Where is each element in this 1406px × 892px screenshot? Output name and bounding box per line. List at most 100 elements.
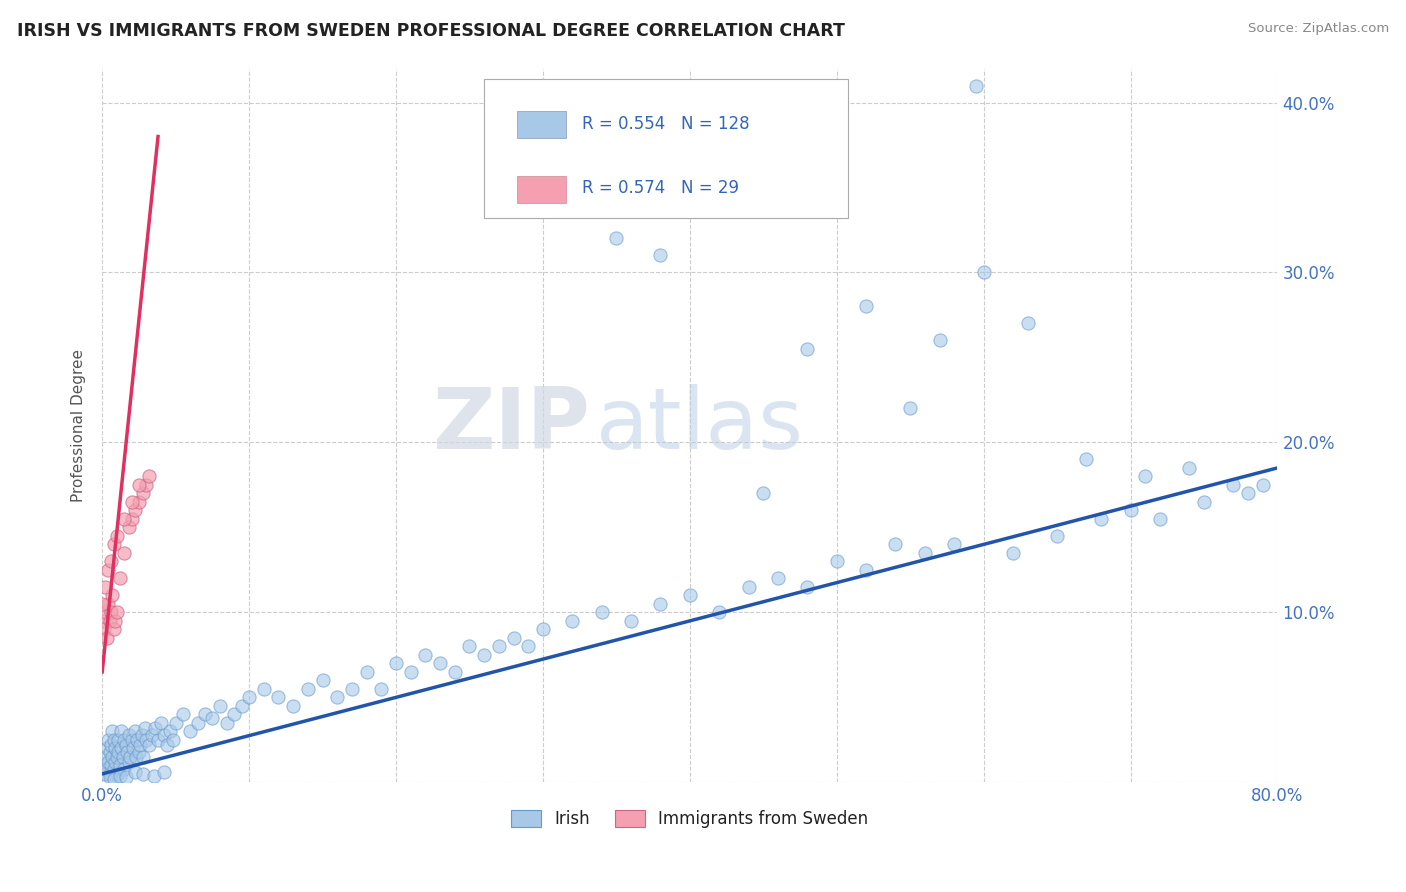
Point: [132, 486, 155, 500]
Point: [297, 681, 319, 696]
Point: [650, 597, 672, 611]
Point: [399, 665, 422, 679]
Point: [679, 588, 702, 602]
Point: [194, 707, 217, 722]
Point: [162, 732, 184, 747]
Y-axis label: Professional Degree: Professional Degree: [72, 349, 86, 502]
Point: [146, 732, 169, 747]
Bar: [517, 112, 567, 138]
Point: [709, 180, 731, 194]
Point: [97, 732, 120, 747]
Point: [172, 707, 194, 722]
Point: [165, 715, 187, 730]
Point: [143, 721, 166, 735]
Point: [120, 749, 142, 764]
Point: [128, 495, 150, 509]
Point: [1090, 512, 1112, 526]
Point: [107, 745, 129, 759]
Bar: [517, 176, 567, 202]
Point: [110, 724, 132, 739]
Point: [914, 546, 936, 560]
Point: [96, 631, 118, 645]
Point: [101, 749, 124, 764]
Point: [103, 623, 125, 637]
Text: ZIP: ZIP: [432, 384, 591, 467]
Point: [107, 732, 129, 747]
Point: [385, 657, 408, 671]
Point: [238, 690, 260, 705]
Text: R = 0.574   N = 29: R = 0.574 N = 29: [582, 179, 738, 197]
Point: [134, 721, 156, 735]
Text: Source: ZipAtlas.com: Source: ZipAtlas.com: [1249, 22, 1389, 36]
Point: [179, 724, 201, 739]
Point: [267, 690, 290, 705]
Point: [128, 478, 150, 492]
Point: [1222, 478, 1244, 492]
Point: [98, 614, 121, 628]
Point: [326, 690, 349, 705]
Point: [340, 681, 363, 696]
Point: [135, 732, 157, 747]
Point: [1192, 495, 1215, 509]
Point: [855, 300, 877, 314]
Point: [94, 606, 117, 620]
Point: [1001, 546, 1024, 560]
Point: [965, 78, 987, 93]
Point: [443, 665, 465, 679]
Point: [231, 698, 253, 713]
Point: [855, 563, 877, 577]
Point: [1178, 461, 1201, 475]
Point: [488, 640, 510, 654]
Point: [253, 681, 276, 696]
Point: [132, 767, 155, 781]
Point: [91, 614, 114, 628]
Point: [796, 580, 818, 594]
Point: [100, 554, 122, 568]
Point: [605, 231, 627, 245]
Point: [100, 606, 122, 620]
Point: [104, 755, 127, 769]
Point: [141, 728, 163, 742]
Point: [737, 580, 759, 594]
Point: [517, 640, 540, 654]
Point: [97, 563, 120, 577]
Point: [561, 614, 583, 628]
Point: [415, 648, 437, 662]
Point: [115, 745, 138, 759]
Point: [91, 597, 114, 611]
Point: [127, 732, 149, 747]
Point: [108, 571, 131, 585]
Point: [283, 698, 305, 713]
Point: [187, 715, 209, 730]
Point: [104, 614, 127, 628]
Point: [112, 732, 135, 747]
Point: [1017, 317, 1039, 331]
Point: [531, 623, 554, 637]
Point: [105, 606, 128, 620]
Point: [124, 503, 146, 517]
Point: [93, 623, 115, 637]
Point: [429, 657, 451, 671]
FancyBboxPatch shape: [484, 79, 848, 219]
Point: [118, 755, 141, 769]
Point: [103, 732, 125, 747]
Point: [94, 580, 117, 594]
Point: [356, 665, 378, 679]
Point: [114, 770, 136, 784]
Point: [650, 248, 672, 262]
Point: [311, 673, 333, 688]
Point: [111, 749, 134, 764]
Point: [101, 588, 124, 602]
Point: [105, 529, 128, 543]
Point: [138, 738, 160, 752]
Point: [825, 554, 848, 568]
Point: [114, 738, 136, 752]
Point: [796, 342, 818, 356]
Point: [472, 648, 495, 662]
Point: [112, 512, 135, 526]
Point: [103, 537, 125, 551]
Point: [370, 681, 392, 696]
Point: [118, 728, 141, 742]
Point: [1251, 478, 1274, 492]
Point: [709, 606, 731, 620]
